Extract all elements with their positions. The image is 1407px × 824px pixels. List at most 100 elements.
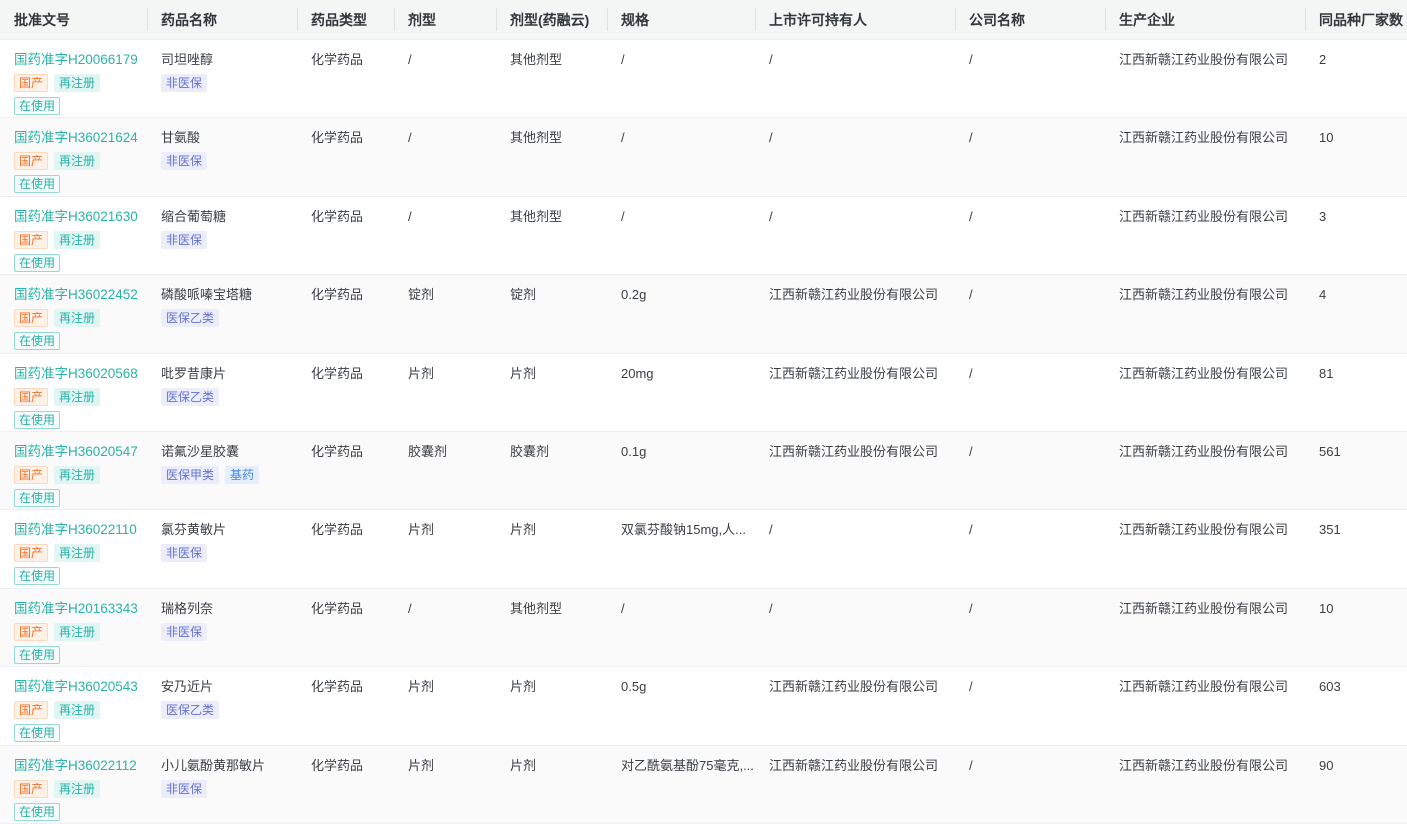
name-tags: 非医保 bbox=[161, 74, 289, 92]
approval-tags: 国产 再注册 在使用 bbox=[14, 152, 139, 194]
drug-name: 氯芬黄敏片 bbox=[161, 522, 227, 538]
drug-name: 小儿氨酚黄那敏片 bbox=[161, 757, 266, 773]
column-header-form-yry: 剂型(药融云) bbox=[496, 0, 607, 39]
approval-number-link[interactable]: 国药准字H36021630 bbox=[14, 208, 138, 224]
cell-holder: / bbox=[769, 208, 773, 224]
tag-medicare-class-b: 医保乙类 bbox=[161, 309, 220, 328]
cell-company: / bbox=[969, 757, 973, 773]
name-tags: 医保乙类 bbox=[161, 387, 289, 406]
cell-type: 化学药品 bbox=[311, 287, 364, 303]
tag-in-use: 在使用 bbox=[14, 645, 61, 664]
tag-in-use: 在使用 bbox=[14, 253, 61, 272]
approval-number-link[interactable]: 国药准字H36022452 bbox=[14, 287, 138, 303]
approval-number-link[interactable]: 国药准字H36020568 bbox=[14, 365, 138, 381]
approval-number-link[interactable]: 国药准字H36021624 bbox=[14, 130, 138, 146]
cell-form_yry: 片剂 bbox=[510, 757, 537, 773]
approval-tags: 国产 再注册 在使用 bbox=[14, 779, 139, 821]
cell-form_yry: 片剂 bbox=[510, 365, 537, 381]
cell-form_yry: 其他剂型 bbox=[510, 130, 563, 146]
cell-spec: 双氯芬酸钠15mg,人... bbox=[621, 522, 746, 538]
table-row: 国药准字H36020568 国产 再注册 在使用 吡罗昔康片 医保乙类 化学药品 片… bbox=[0, 353, 1407, 432]
tag-reregistered: 再注册 bbox=[54, 779, 101, 798]
cell-company: / bbox=[969, 679, 973, 695]
tag-reregistered: 再注册 bbox=[54, 544, 101, 563]
cell-same_count: 10 bbox=[1319, 600, 1334, 616]
cell-holder: / bbox=[769, 52, 773, 67]
cell-type: 化学药品 bbox=[311, 130, 364, 146]
tag-in-use: 在使用 bbox=[14, 175, 61, 194]
cell-type: 化学药品 bbox=[311, 522, 364, 538]
table-header: 批准文号 药品名称 药品类型 剂型 剂型(药融云) 规格 上市许可持有人 公司名… bbox=[0, 0, 1407, 40]
name-tags: 非医保 bbox=[161, 230, 289, 249]
name-tags: 医保乙类 bbox=[161, 309, 289, 328]
tag-essential-drug: 基药 bbox=[225, 465, 260, 484]
name-tags: 医保乙类 bbox=[161, 701, 289, 720]
column-header-company: 公司名称 bbox=[955, 0, 1105, 39]
name-tags: 非医保 bbox=[161, 779, 289, 798]
tag-reregistered: 再注册 bbox=[54, 465, 101, 484]
approval-number-link[interactable]: 国药准字H36020543 bbox=[14, 679, 138, 695]
name-tags: 医保甲类 基药 bbox=[161, 465, 289, 484]
approval-tags: 国产 再注册在使用 bbox=[14, 309, 139, 351]
tag-non-medicare: 非医保 bbox=[161, 779, 208, 798]
table-row: 国药准字H36020543 国产 再注册 在使用 安乃近片 医保乙类 化学药品 片剂… bbox=[0, 667, 1407, 746]
cell-holder: 江西新赣江药业股份有限公司 bbox=[769, 757, 939, 773]
approval-number-link[interactable]: 国药准字H20163343 bbox=[14, 600, 138, 616]
cell-holder: 江西新赣江药业股份有限公司 bbox=[769, 287, 939, 303]
tag-domestic: 国产 bbox=[14, 309, 49, 328]
approval-number-link[interactable]: 国药准字H20066179 bbox=[14, 52, 138, 67]
cell-form: / bbox=[408, 208, 412, 224]
cell-approval: 国药准字H36021624 国产 再注册 在使用 bbox=[0, 118, 147, 195]
column-header-type: 药品类型 bbox=[297, 0, 394, 39]
cell-manufacturer: 江西新赣江药业股份有限公司 bbox=[1119, 757, 1289, 773]
cell-form_yry: 其他剂型 bbox=[510, 600, 563, 616]
approval-tags: 国产 再注册 在使用 bbox=[14, 701, 139, 743]
approval-number-link[interactable]: 国药准字H36022112 bbox=[14, 757, 137, 773]
cell-approval: 国药准字H36022110 国产 再注册在使用 bbox=[0, 510, 147, 587]
column-header-holder: 上市许可持有人 bbox=[755, 0, 955, 39]
cell-approval: 国药准字H36022452 国产 再注册在使用 bbox=[0, 275, 147, 352]
cell-approval: 国药准字H36020568 国产 再注册 在使用 bbox=[0, 354, 147, 431]
tag-domestic: 国产 bbox=[14, 544, 49, 563]
cell-type: 化学药品 bbox=[311, 52, 364, 67]
cell-manufacturer: 江西新赣江药业股份有限公司 bbox=[1119, 287, 1289, 303]
cell-type: 化学药品 bbox=[311, 208, 364, 224]
cell-spec: 0.2g bbox=[621, 287, 647, 303]
cell-spec: 对乙酰氨基酚75毫克,... bbox=[621, 757, 754, 773]
column-header-same-count: 同品种厂家数 bbox=[1305, 0, 1407, 39]
approval-tags: 国产 再注册 在使用 bbox=[14, 465, 139, 507]
approval-number-link[interactable]: 国药准字H36022110 bbox=[14, 522, 137, 538]
column-header-manufacturer: 生产企业 bbox=[1105, 0, 1305, 39]
cell-same_count: 10 bbox=[1319, 130, 1334, 146]
cell-spec: / bbox=[621, 600, 625, 616]
tag-domestic: 国产 bbox=[14, 701, 49, 720]
tag-reregistered: 再注册 bbox=[54, 387, 101, 406]
tag-domestic: 国产 bbox=[14, 622, 49, 641]
cell-company: / bbox=[969, 600, 973, 616]
cell-name: 诺氟沙星胶囊 医保甲类 基药 bbox=[147, 432, 297, 509]
cell-spec: 20mg bbox=[621, 365, 654, 381]
tag-reregistered: 再注册 bbox=[54, 309, 101, 328]
cell-company: / bbox=[969, 287, 973, 303]
cell-approval: 国药准字H20163343 国产 再注册 在使用 bbox=[0, 589, 147, 666]
cell-spec: 0.1g bbox=[621, 443, 647, 459]
cell-approval: 国药准字H36020543 国产 再注册 在使用 bbox=[0, 667, 147, 744]
tag-domestic: 国产 bbox=[14, 152, 49, 171]
tag-non-medicare: 非医保 bbox=[161, 622, 208, 641]
column-header-approval: 批准文号 bbox=[14, 11, 70, 28]
cell-same_count: 351 bbox=[1319, 522, 1341, 538]
tag-in-use: 在使用 bbox=[14, 567, 61, 586]
cell-name: 司坦唑醇 非医保 bbox=[147, 40, 297, 117]
cell-approval: 国药准字H36021630 国产 再注册 在使用 bbox=[0, 197, 147, 274]
cell-same_count: 81 bbox=[1319, 365, 1334, 381]
cell-holder: / bbox=[769, 130, 773, 146]
approval-number-link[interactable]: 国药准字H36020547 bbox=[14, 443, 138, 459]
cell-company: / bbox=[969, 522, 973, 538]
drug-name: 瑞格列奈 bbox=[161, 600, 214, 616]
cell-form: 胶囊剂 bbox=[408, 443, 448, 459]
cell-form_yry: 其他剂型 bbox=[510, 208, 563, 224]
tag-in-use: 在使用 bbox=[14, 332, 61, 351]
cell-manufacturer: 江西新赣江药业股份有限公司 bbox=[1119, 600, 1289, 616]
table-row: 国药准字H36021624 国产 再注册 在使用 甘氨酸 非医保 化学药品 / 其他… bbox=[0, 118, 1407, 197]
approval-tags: 国产 再注册 在使用 bbox=[14, 74, 139, 115]
